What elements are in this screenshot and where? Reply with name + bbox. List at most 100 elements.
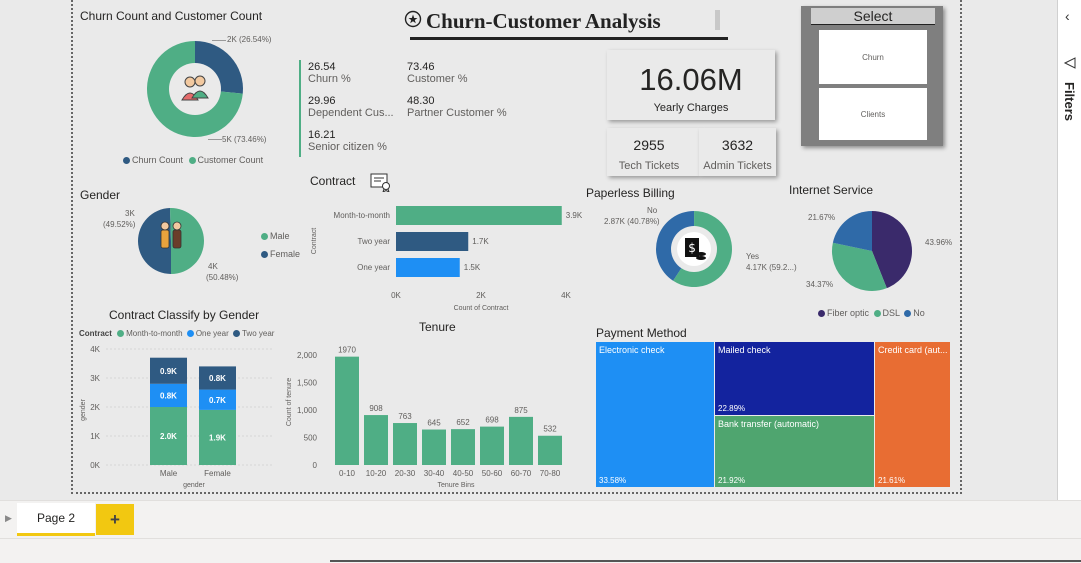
tenure-x-tick: 30-40: [424, 469, 445, 478]
tenure-bar: [538, 435, 562, 465]
tenure-y-axis-title: Count of tenure: [286, 378, 293, 426]
card-yearly-charges[interactable]: 16.06M Yearly Charges: [607, 50, 775, 120]
legend-churn-count: Churn Count: [132, 155, 184, 165]
treemap-bank-transfer[interactable]: Bank transfer (automatic) 21.92%: [715, 416, 874, 487]
treemap-bank-transfer-label: Bank transfer (automatic): [718, 419, 820, 429]
tenure-x-tick: 60-70: [511, 469, 532, 478]
treemap-electronic-check[interactable]: Electronic check 33.58%: [596, 342, 714, 487]
gender-label-female: 3K: [125, 209, 135, 218]
tenure-x-tick: 0-10: [339, 469, 356, 478]
donut-leader-b: [208, 139, 222, 140]
donut-title: Churn Count and Customer Count: [80, 9, 263, 23]
svg-text:$: $: [688, 241, 696, 255]
stacked-legend-title: Contract: [79, 329, 112, 338]
stacked-legend: Contract Month-to-month One year Two yea…: [79, 329, 274, 338]
legend-dsl: DSL: [882, 308, 900, 318]
treemap-bank-transfer-pct: 21.92%: [718, 476, 746, 485]
gender-pie[interactable]: [136, 203, 206, 279]
stacked-value-label: 0.7K: [209, 396, 226, 405]
report-page: [71, 0, 962, 494]
admin-tickets-value: 3632: [721, 137, 754, 153]
kpi-dependent-label: Dependent Cus...: [308, 107, 394, 119]
paperless-donut[interactable]: $: [654, 209, 734, 289]
card-tech-tickets[interactable]: 2955 Tech Tickets: [607, 128, 699, 176]
paperless-label-yes-val: 4.17K (59.2...): [746, 263, 797, 272]
contract-title: Contract: [310, 174, 356, 188]
donut-legend: Churn Count Customer Count: [123, 155, 263, 165]
stacked-bar-chart[interactable]: 4K 3K 2K 1K 0K gender 2.0K 0.8K 0.9K Male 1.9K 0.7K…: [78, 340, 278, 492]
page-tab-bar: ▶ Page 2 +: [0, 500, 1081, 539]
add-page-button[interactable]: +: [96, 504, 134, 535]
stacked-bar-segment: [150, 357, 187, 384]
tenure-x-tick: 50-60: [482, 469, 503, 478]
tenure-bar: [335, 356, 359, 465]
stacked-value-label: 0.8K: [160, 391, 177, 400]
stacked-bar-segment: [150, 383, 187, 407]
admin-tickets-label: Admin Tickets: [703, 160, 772, 172]
internet-pie[interactable]: [829, 208, 915, 294]
kpi-churn-label: Churn %: [308, 73, 351, 85]
contract-bar-chart[interactable]: Month-to-month 3.9K Two year 1.7K One year 1.…: [306, 196, 596, 316]
contract-bar: [396, 232, 469, 251]
legend-male: Male: [270, 231, 290, 241]
donut-label-churn: 2K (26.54%): [227, 35, 272, 44]
churn-customer-donut[interactable]: [140, 34, 250, 144]
tenure-y-tick: 2,000: [297, 351, 318, 360]
stacked-y-tick: 2K: [90, 403, 100, 412]
tenure-bar: [451, 429, 475, 465]
filter-funnel-icon[interactable]: [1063, 56, 1077, 75]
collapse-chevron-icon[interactable]: ‹: [1065, 8, 1070, 24]
contract-bar: [396, 206, 562, 225]
tab-scroll-left-icon[interactable]: ▶: [5, 513, 12, 523]
tenure-bar: [393, 423, 417, 465]
paperless-label-no: No: [647, 206, 658, 215]
stacked-title: Contract Classify by Gender: [109, 308, 260, 322]
internet-title: Internet Service: [789, 183, 874, 197]
filters-label[interactable]: Filters: [1062, 82, 1077, 122]
tab-page-2[interactable]: Page 2: [17, 503, 95, 536]
status-bar: [0, 538, 1081, 563]
kpi-senior-label: Senior citizen %: [308, 141, 387, 153]
tenure-column-chart[interactable]: 2,000 1,500 1,000 500 0 Count of tenure 1970 0-…: [282, 340, 582, 492]
stacked-value-label: 2.0K: [160, 432, 177, 441]
kpi-churn-value: 26.54: [308, 61, 336, 73]
kpi-senior-value: 16.21: [308, 129, 336, 141]
treemap-mailed-check[interactable]: Mailed check 22.89%: [715, 342, 874, 415]
stacked-value-label: 1.9K: [209, 433, 226, 442]
stacked-x-axis-title: gender: [183, 482, 205, 489]
stacked-x-tick: Female: [204, 469, 231, 478]
slicer-item-clients[interactable]: Clients: [819, 88, 927, 140]
treemap-credit-card[interactable]: Credit card (aut... 21.61%: [875, 342, 950, 487]
donut-leader-a: [212, 40, 226, 41]
stacked-x-tick: Male: [160, 469, 178, 478]
legend-month: Month-to-month: [126, 329, 183, 338]
contract-category-label: One year: [357, 263, 390, 272]
certificate-icon: [370, 172, 392, 197]
customers-icon: [181, 75, 209, 101]
legend-fiber: Fiber optic: [827, 308, 870, 318]
tenure-value-label: 652: [456, 418, 470, 427]
tech-tickets-value: 2955: [633, 137, 665, 153]
stacked-bar-segment: [199, 409, 236, 465]
tenure-title: Tenure: [419, 320, 456, 334]
bill-icon: $: [677, 232, 711, 266]
tenure-x-tick: 40-50: [453, 469, 474, 478]
contract-x-tick: 4K: [561, 291, 571, 300]
gender-legend-male: Male: [261, 231, 290, 241]
kpi-partner-label: Partner Customer %: [407, 107, 507, 119]
treemap-electronic-check-label: Electronic check: [599, 345, 665, 355]
tenure-y-tick: 0: [313, 461, 318, 470]
card-admin-tickets[interactable]: 3632 Admin Tickets: [699, 128, 776, 176]
treemap-credit-card-pct: 21.61%: [878, 476, 906, 485]
stacked-value-label: 0.8K: [209, 374, 226, 383]
treemap-mailed-check-label: Mailed check: [718, 345, 771, 355]
tenure-bar: [480, 426, 504, 465]
kpi-partner: 48.30 Partner Customer %: [407, 95, 507, 119]
donut-label-customer: 5K (73.46%): [222, 135, 267, 144]
contract-category-label: Two year: [358, 237, 391, 246]
slicer-item-churn[interactable]: Churn: [819, 30, 927, 84]
title-underline: [410, 37, 728, 40]
paperless-title: Paperless Billing: [586, 186, 675, 200]
contract-value-label: 1.7K: [472, 237, 489, 246]
legend-one-year: One year: [195, 329, 229, 338]
